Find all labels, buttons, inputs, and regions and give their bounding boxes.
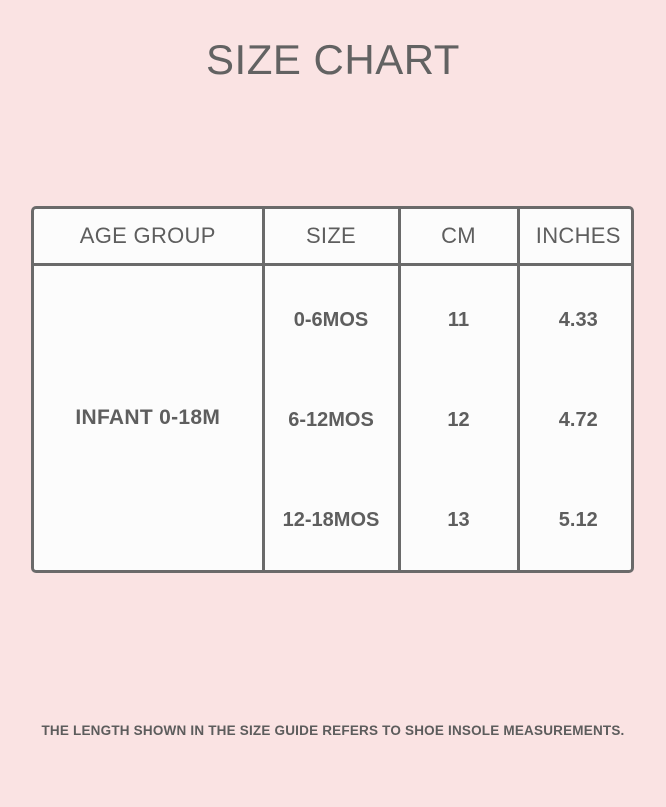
age-group-cell: INFANT 0-18M [34,263,265,570]
inches-cell: 4.72 [558,408,598,431]
cm-cell: 11 [447,308,470,331]
inches-column: 4.33 4.72 5.12 [516,263,631,570]
size-cell: 0-6MOS [293,308,369,331]
header-age-group: AGE GROUP [34,209,265,266]
size-cell: 6-12MOS [288,408,374,431]
header-inches: INCHES [516,209,631,266]
size-cell: 12-18MOS [282,508,380,531]
size-column: 0-6MOS 6-12MOS 12-18MOS [261,263,401,570]
cm-cell: 12 [447,408,470,431]
inches-cell: 5.12 [558,508,598,531]
table-header-row: AGE GROUP SIZE CM INCHES [34,209,631,266]
table-body-row: INFANT 0-18M 0-6MOS 6-12MOS 12-18MOS 11 … [34,263,631,570]
page-title: SIZE CHART [206,36,460,83]
size-chart-table: AGE GROUP SIZE CM INCHES INFANT 0-18M 0-… [31,206,634,573]
header-cm: CM [397,209,520,266]
measurement-footnote: THE LENGTH SHOWN IN THE SIZE GUIDE REFER… [41,723,625,738]
cm-column: 11 12 13 [397,263,520,570]
header-size: SIZE [261,209,401,266]
inches-cell: 4.33 [558,308,598,331]
cm-cell: 13 [447,508,470,531]
